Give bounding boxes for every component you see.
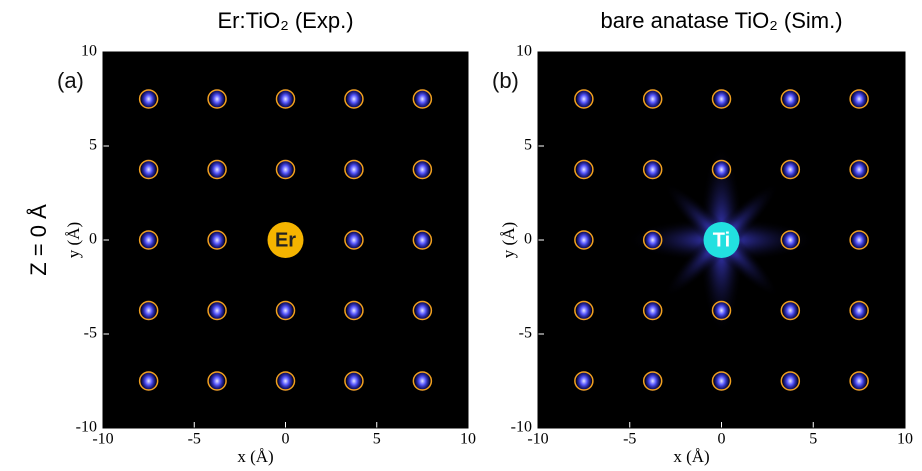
y-tick-label: 0 — [89, 231, 97, 248]
x-tick-label: -5 — [188, 431, 201, 448]
intensity-spot — [781, 88, 799, 110]
intensity-spot — [713, 159, 731, 181]
intensity-spot — [413, 88, 431, 110]
x-tick-label: 0 — [718, 431, 726, 448]
chart-title: bare anatase TiO₂ (Sim.) — [600, 8, 842, 33]
y-tick-label: 10 — [81, 43, 97, 60]
intensity-spot — [713, 300, 731, 322]
intensity-spot — [781, 159, 799, 181]
center-atom-label: Er — [275, 229, 296, 251]
intensity-spot — [644, 159, 662, 181]
figure: Z = 0 Å Er (a) Er:TiO₂ (Exp.) -10 -5 0 5 10 -10 -… — [0, 0, 922, 471]
intensity-spot — [713, 370, 731, 392]
figure-label: Z = 0 Å — [26, 204, 51, 276]
x-tick-label: 0 — [282, 431, 290, 448]
intensity-spot — [781, 370, 799, 392]
x-axis-label: x (Å) — [237, 447, 273, 466]
y-tick-label: -10 — [511, 419, 532, 436]
intensity-spot — [850, 300, 868, 322]
intensity-spot — [208, 300, 226, 322]
intensity-spot — [345, 229, 363, 251]
x-tick-label: 10 — [897, 431, 913, 448]
intensity-spot — [345, 88, 363, 110]
y-tick-label: -5 — [84, 325, 97, 342]
intensity-spot — [277, 300, 295, 322]
intensity-spot — [277, 159, 295, 181]
center-atom-label: Ti — [713, 229, 730, 251]
intensity-spot — [277, 88, 295, 110]
x-tick-label: 5 — [809, 431, 817, 448]
panel-label: (b) — [492, 68, 519, 93]
intensity-spot — [713, 88, 731, 110]
intensity-spot — [644, 300, 662, 322]
y-tick-label: 5 — [524, 137, 532, 154]
panel-label: (a) — [57, 68, 84, 93]
intensity-spot — [140, 88, 158, 110]
intensity-spot — [781, 300, 799, 322]
intensity-spot — [850, 370, 868, 392]
intensity-spot — [208, 229, 226, 251]
intensity-spot — [345, 300, 363, 322]
intensity-spot — [413, 229, 431, 251]
y-axis-label: y (Å) — [64, 222, 83, 258]
intensity-spot — [413, 300, 431, 322]
y-tick-label: 5 — [89, 137, 97, 154]
intensity-spot — [575, 370, 593, 392]
intensity-spot — [644, 229, 662, 251]
intensity-spot — [345, 370, 363, 392]
intensity-spot — [850, 159, 868, 181]
intensity-spot — [140, 229, 158, 251]
y-axis-label: y (Å) — [499, 222, 518, 258]
intensity-spot — [575, 159, 593, 181]
intensity-spot — [140, 300, 158, 322]
intensity-spot — [277, 370, 295, 392]
intensity-spot — [345, 159, 363, 181]
intensity-spot — [208, 88, 226, 110]
intensity-spot — [208, 159, 226, 181]
intensity-spot — [413, 370, 431, 392]
intensity-spot — [575, 229, 593, 251]
x-axis-label: x (Å) — [673, 447, 709, 466]
y-tick-label: 0 — [524, 231, 532, 248]
x-tick-label: -5 — [623, 431, 636, 448]
intensity-spot — [575, 300, 593, 322]
intensity-spot — [644, 88, 662, 110]
intensity-spot — [140, 159, 158, 181]
intensity-spot — [781, 229, 799, 251]
intensity-spot — [140, 370, 158, 392]
x-tick-label: 10 — [460, 431, 476, 448]
y-tick-label: -5 — [519, 325, 532, 342]
intensity-spot — [644, 370, 662, 392]
intensity-spot — [850, 88, 868, 110]
chart-title: Er:TiO₂ (Exp.) — [217, 8, 353, 33]
intensity-spot — [413, 159, 431, 181]
y-tick-label: 10 — [516, 43, 532, 60]
x-tick-label: 5 — [373, 431, 381, 448]
intensity-spot — [208, 370, 226, 392]
y-tick-label: -10 — [76, 419, 97, 436]
intensity-spot — [575, 88, 593, 110]
intensity-spot — [850, 229, 868, 251]
